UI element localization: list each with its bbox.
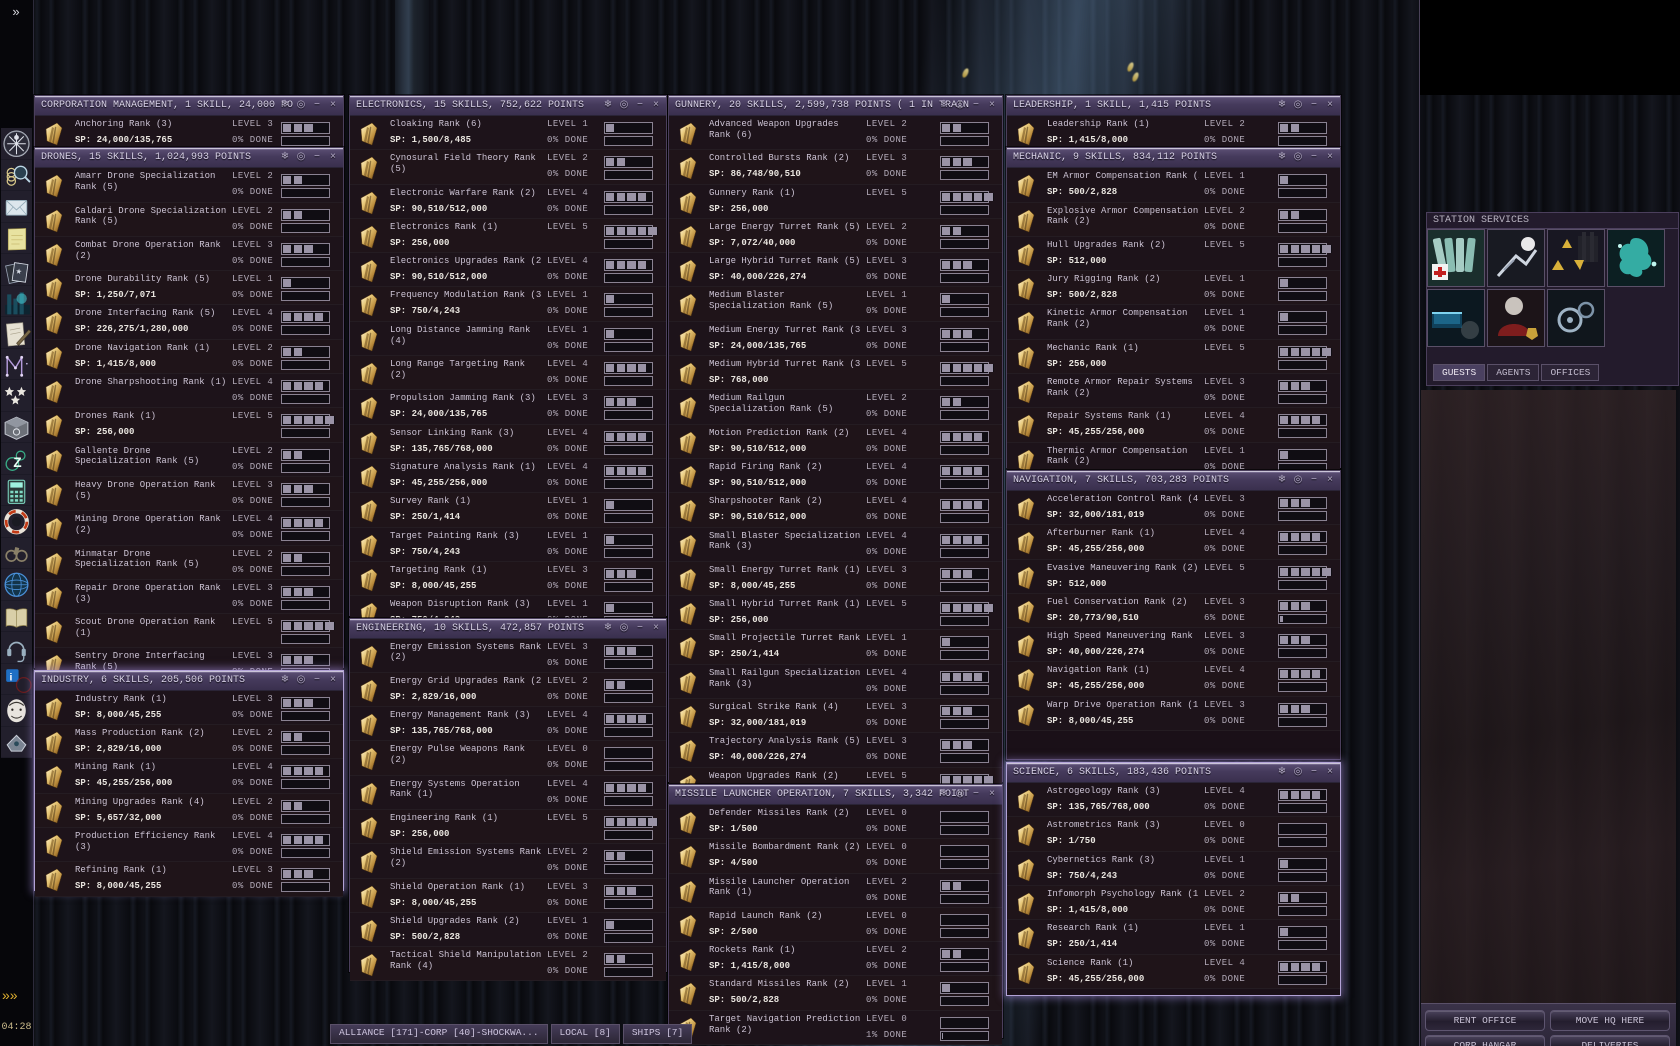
svg-text:Z: Z [13, 455, 21, 470]
svg-text:»»: »» [2, 987, 18, 1003]
svg-text:i: i [9, 672, 12, 683]
svg-text:★: ★ [15, 266, 23, 276]
